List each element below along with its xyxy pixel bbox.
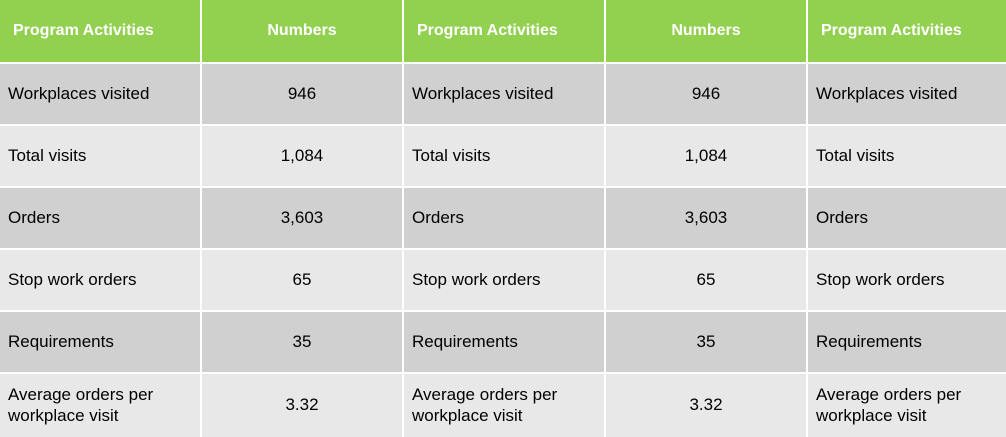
activity-cell: Workplaces visited xyxy=(808,64,1006,124)
activity-cell: Total visits xyxy=(808,126,1006,186)
header-program-activities: Program Activities xyxy=(404,0,604,62)
header-program-activities: Program Activities xyxy=(808,0,1006,62)
number-cell: 35 xyxy=(606,312,806,372)
header-numbers: Numbers xyxy=(202,0,402,62)
activity-cell: Total visits xyxy=(404,126,604,186)
number-cell: 65 xyxy=(606,250,806,310)
activity-cell: Requirements xyxy=(0,312,200,372)
number-cell: 3,603 xyxy=(202,188,402,248)
activity-cell: Stop work orders xyxy=(808,250,1006,310)
number-cell: 65 xyxy=(202,250,402,310)
activity-cell: Total visits xyxy=(0,126,200,186)
activity-cell: Stop work orders xyxy=(404,250,604,310)
number-cell: 35 xyxy=(202,312,402,372)
number-cell: 3,603 xyxy=(606,188,806,248)
number-cell: 946 xyxy=(606,64,806,124)
activity-cell: Requirements xyxy=(808,312,1006,372)
activity-cell: Average orders per workplace visit xyxy=(0,374,200,437)
activity-cell: Average orders per workplace visit xyxy=(808,374,1006,437)
number-cell: 1,084 xyxy=(202,126,402,186)
activity-cell: Orders xyxy=(404,188,604,248)
activity-cell: Orders xyxy=(808,188,1006,248)
number-cell: 3.32 xyxy=(202,374,402,437)
number-cell: 946 xyxy=(202,64,402,124)
activity-cell: Workplaces visited xyxy=(404,64,604,124)
activity-cell: Workplaces visited xyxy=(0,64,200,124)
number-cell: 1,084 xyxy=(606,126,806,186)
activity-cell: Average orders per workplace visit xyxy=(404,374,604,437)
header-program-activities: Program Activities xyxy=(0,0,200,62)
activity-cell: Stop work orders xyxy=(0,250,200,310)
number-cell: 3.32 xyxy=(606,374,806,437)
activity-cell: Requirements xyxy=(404,312,604,372)
activity-cell: Orders xyxy=(0,188,200,248)
header-numbers: Numbers xyxy=(606,0,806,62)
